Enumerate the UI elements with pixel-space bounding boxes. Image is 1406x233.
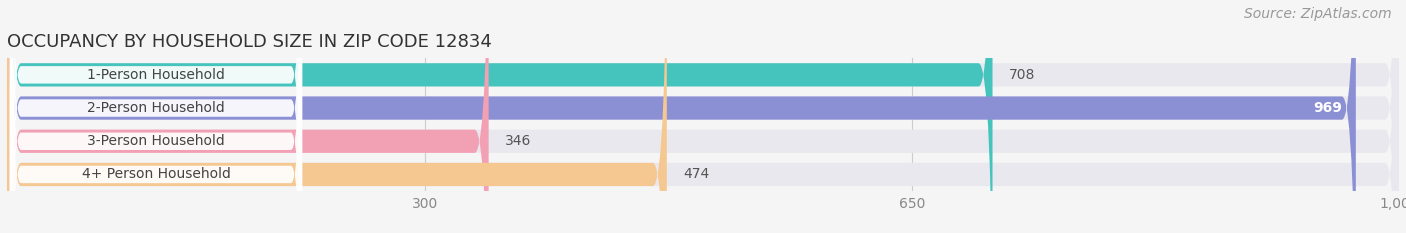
- Text: 4+ Person Household: 4+ Person Household: [82, 168, 231, 182]
- Text: 474: 474: [683, 168, 710, 182]
- FancyBboxPatch shape: [10, 0, 302, 233]
- FancyBboxPatch shape: [10, 0, 302, 233]
- Text: 3-Person Household: 3-Person Household: [87, 134, 225, 148]
- FancyBboxPatch shape: [7, 0, 1355, 233]
- Text: 969: 969: [1313, 101, 1341, 115]
- FancyBboxPatch shape: [7, 0, 1399, 233]
- Text: 346: 346: [505, 134, 531, 148]
- FancyBboxPatch shape: [7, 0, 1399, 233]
- FancyBboxPatch shape: [7, 0, 666, 233]
- Text: 708: 708: [1010, 68, 1036, 82]
- Text: OCCUPANCY BY HOUSEHOLD SIZE IN ZIP CODE 12834: OCCUPANCY BY HOUSEHOLD SIZE IN ZIP CODE …: [7, 33, 492, 51]
- FancyBboxPatch shape: [7, 0, 489, 233]
- Text: Source: ZipAtlas.com: Source: ZipAtlas.com: [1244, 7, 1392, 21]
- FancyBboxPatch shape: [10, 0, 302, 233]
- Text: 2-Person Household: 2-Person Household: [87, 101, 225, 115]
- FancyBboxPatch shape: [10, 0, 302, 233]
- Text: 1-Person Household: 1-Person Household: [87, 68, 225, 82]
- FancyBboxPatch shape: [7, 0, 1399, 233]
- FancyBboxPatch shape: [7, 0, 993, 233]
- FancyBboxPatch shape: [7, 0, 1399, 233]
